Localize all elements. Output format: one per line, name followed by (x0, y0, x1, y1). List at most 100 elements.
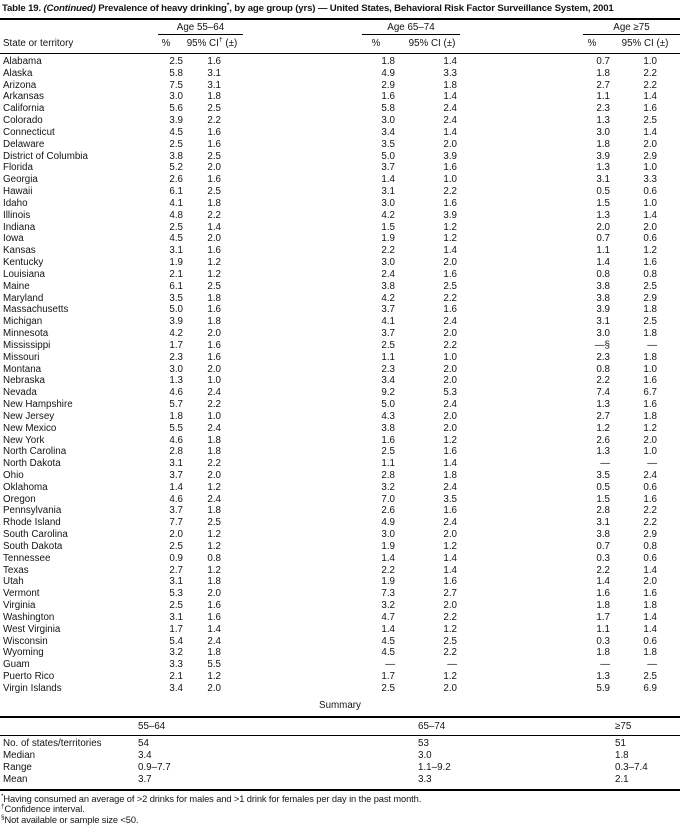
ci-75plus: 1.0 (643, 363, 657, 375)
pct-75plus: 3.9 (596, 150, 610, 162)
ci-55-64: 1.6 (207, 304, 221, 316)
footnote-line: §Not available or sample size <50. (1, 813, 680, 825)
pct-65-74: 2.3 (381, 363, 395, 375)
pct-55-64: 3.4 (169, 682, 183, 694)
ci-65-74: 2.4 (443, 103, 457, 115)
pct-55-64: 2.0 (169, 529, 183, 541)
state-name: Connecticut (3, 126, 55, 138)
ci-75plus: 2.2 (643, 517, 657, 529)
state-name: Alaska (3, 67, 33, 79)
ci-65-74: 2.7 (443, 588, 457, 600)
ci-55-64: 1.6 (207, 339, 221, 351)
state-name: Utah (3, 576, 24, 588)
ci-75plus: 0.6 (643, 186, 657, 198)
table-row: Nevada 4.6 2.4 9.2 5.3 7.4 6.7 (0, 387, 680, 399)
pct-75plus: 3.1 (596, 517, 610, 529)
pct-65-74: 4.7 (381, 611, 395, 623)
state-name: West Virginia (3, 623, 61, 635)
table-row: Puerto Rico 2.1 1.2 1.7 1.2 1.3 2.5 (0, 671, 680, 683)
pct-55-64: 5.5 (169, 422, 183, 434)
pct-65-74: 5.0 (381, 150, 395, 162)
ci-55-64: 2.5 (207, 186, 221, 198)
state-column-header: State or territory (3, 38, 74, 49)
pct-75plus: 1.7 (596, 611, 610, 623)
table-row: North Dakota 3.1 2.2 1.1 1.4 — — (0, 458, 680, 470)
pct-65-74: 3.7 (381, 304, 395, 316)
pct-55-64: 4.5 (169, 233, 183, 245)
footnote-marker: § (1, 813, 5, 821)
pct-75plus: 7.4 (596, 387, 610, 399)
summary-row: No. of states/territories 54 53 51 (0, 738, 680, 750)
ci-55-64: 2.0 (207, 469, 221, 481)
state-name: Washington (3, 611, 55, 623)
pct-65-74: 1.4 (381, 623, 395, 635)
ci-65-74: 1.4 (443, 91, 457, 103)
age-group-header-55-64: Age 55–64 (158, 22, 243, 35)
pct-75plus: 2.2 (596, 564, 610, 576)
ci-55-64: 2.0 (207, 233, 221, 245)
state-name: South Dakota (3, 540, 63, 552)
table-row: Kentucky 1.9 1.2 3.0 2.0 1.4 1.6 (0, 257, 680, 269)
pct-65-74: 3.5 (381, 138, 395, 150)
state-name: Indiana (3, 221, 36, 233)
ci-65-74: 1.2 (443, 434, 457, 446)
table-row: Colorado 3.9 2.2 3.0 2.4 1.3 2.5 (0, 115, 680, 127)
state-name: Vermont (3, 588, 40, 600)
ci-75plus: 1.6 (643, 588, 657, 600)
table-row: South Dakota 2.5 1.2 1.9 1.2 0.7 0.8 (0, 541, 680, 553)
pct-65-74: 1.4 (381, 174, 395, 186)
table-row: Texas 2.7 1.2 2.2 1.4 2.2 1.4 (0, 565, 680, 577)
ci-65-74: 2.0 (443, 529, 457, 541)
state-name: Georgia (3, 174, 38, 186)
pct-65-74: 4.9 (381, 517, 395, 529)
ci-55-64: 1.2 (207, 671, 221, 683)
ci-75plus: 1.8 (643, 600, 657, 612)
ci-55-64: 1.8 (207, 505, 221, 517)
ci-55-64: 2.0 (207, 363, 221, 375)
pct-65-74: 2.8 (381, 469, 395, 481)
footnote-marker: * (1, 792, 4, 800)
ci-55-64: 2.0 (207, 162, 221, 174)
pct-65-74: 2.2 (381, 245, 395, 257)
ci-75plus: 2.2 (643, 79, 657, 91)
state-name: Kansas (3, 245, 36, 257)
ci-65-74: 1.6 (443, 446, 457, 458)
ci-65-74: 2.2 (443, 339, 457, 351)
summary-value-55-64: 0.9–7.7 (138, 761, 171, 773)
ci-55-64: 0.8 (207, 552, 221, 564)
pct-55-64: 3.3 (169, 659, 183, 671)
table-row: Utah 3.1 1.8 1.9 1.6 1.4 2.0 (0, 576, 680, 588)
table-row: Arkansas 3.0 1.8 1.6 1.4 1.1 1.4 (0, 91, 680, 103)
pct-55-64: 3.1 (169, 458, 183, 470)
ci-65-74: 1.6 (443, 268, 457, 280)
pct-75plus: 3.9 (596, 304, 610, 316)
ci-75plus: 1.4 (643, 564, 657, 576)
table-row: Oregon 4.6 2.4 7.0 3.5 1.5 1.6 (0, 494, 680, 506)
pct-55-64: 4.5 (169, 126, 183, 138)
ci-75plus: 1.6 (643, 399, 657, 411)
pct-75plus: 3.8 (596, 280, 610, 292)
ci-label: 95% CI (186, 38, 219, 49)
pct-55-64: 5.3 (169, 588, 183, 600)
pct-65-74: 1.5 (381, 221, 395, 233)
footnote-text: Not available or sample size <50. (4, 814, 139, 825)
table-row: California 5.6 2.5 5.8 2.4 2.3 1.6 (0, 103, 680, 115)
summary-header-75plus: ≥75 (615, 720, 632, 732)
footnotes: *Having consumed an average of >2 drinks… (0, 792, 680, 825)
ci-65-74: 1.2 (443, 221, 457, 233)
pct-75plus: 3.0 (596, 126, 610, 138)
pct-65-74: 3.8 (381, 280, 395, 292)
table-row: South Carolina 2.0 1.2 3.0 2.0 3.8 2.9 (0, 529, 680, 541)
pct-65-74: 7.3 (381, 588, 395, 600)
ci-65-74: 1.2 (443, 233, 457, 245)
ci-75plus: 2.2 (643, 67, 657, 79)
table-row: Maine 6.1 2.5 3.8 2.5 3.8 2.5 (0, 281, 680, 293)
ci-65-74: 1.2 (443, 540, 457, 552)
ci-75plus: 3.3 (643, 174, 657, 186)
pct-55-64: 3.9 (169, 316, 183, 328)
pct-65-74: 4.3 (381, 410, 395, 422)
pct-65-74: 4.5 (381, 647, 395, 659)
table-row: Louisiana 2.1 1.2 2.4 1.6 0.8 0.8 (0, 269, 680, 281)
pct-65-74: 3.0 (381, 197, 395, 209)
ci-75plus: 2.5 (643, 671, 657, 683)
